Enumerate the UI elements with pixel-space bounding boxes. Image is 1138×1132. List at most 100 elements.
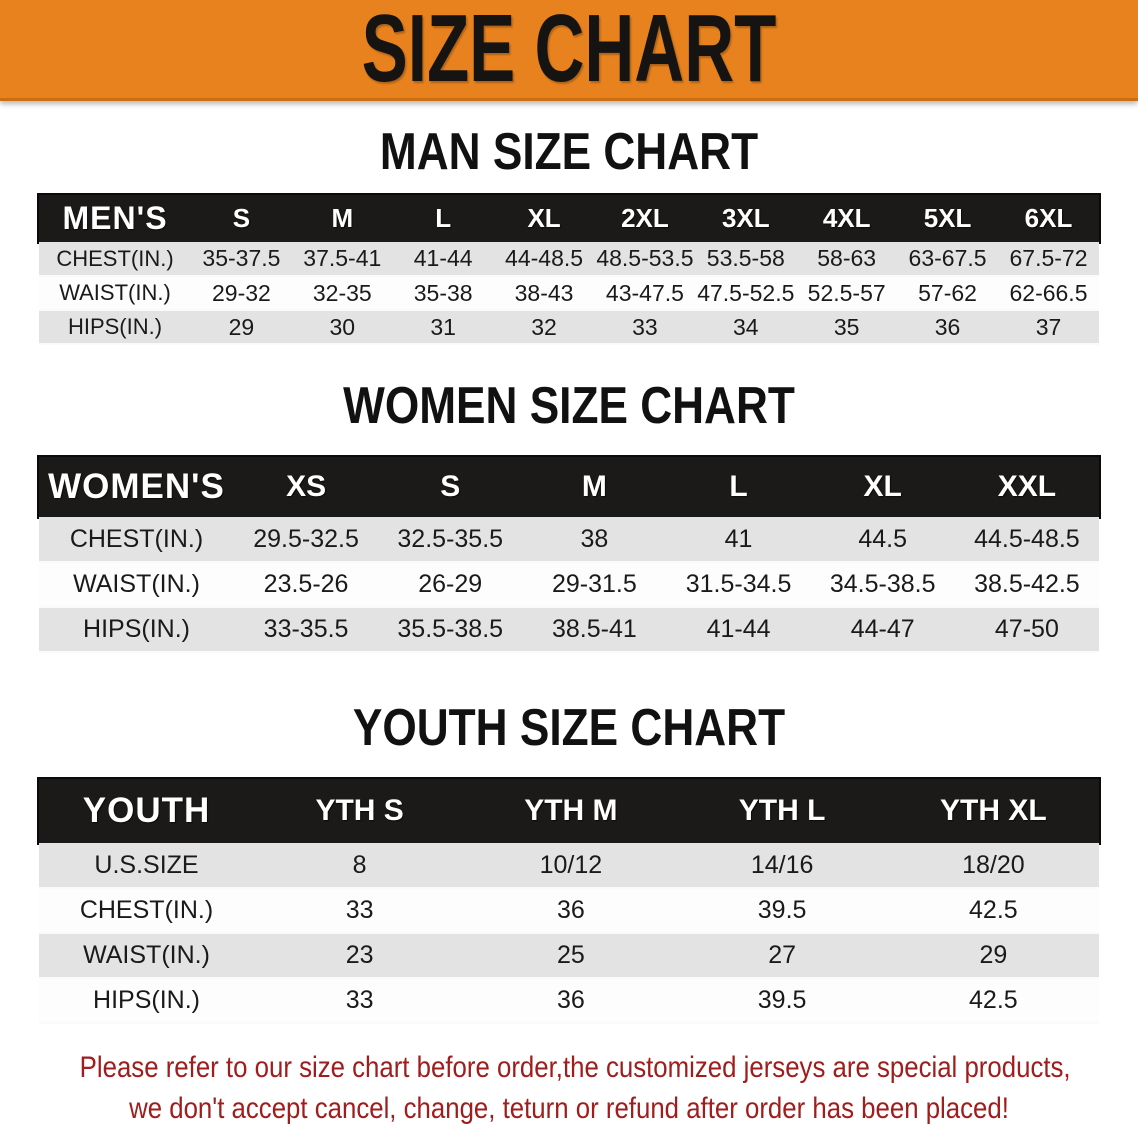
size-value: 33 [345,896,374,924]
size-column-header: 6XL [1024,203,1073,233]
size-value: 32-35 [312,279,372,306]
table-row: HIPS(IN.) 33-35.5 35.5-38.5 38.5-41 41-44 44-… [39,607,1099,652]
youth-size-table: YOUTH YTH S YTH M YTH L YTH XL U.S.SIZE 8 10/12… [39,779,1099,1024]
size-value: 8 [352,850,367,879]
mens-size-table: MEN'S S M L XL 2XL 3XL 4XL 5XL 6XL CHEST(IN.) 35-37… [39,195,1099,345]
mens-section-heading: MAN SIZE CHART [379,123,759,181]
size-value: 63-67.5 [908,245,987,271]
table-row: CHEST(IN.) 35-37.5 37.5-41 41-44 44-48.5 48.5… [39,242,1099,276]
size-value: 33 [345,986,374,1014]
size-value: 38 [580,524,609,553]
size-value: 44-48.5 [505,245,584,271]
size-column-header: XL [527,203,561,233]
section-youth: YOUTH SIZE CHART YOUTH YTH S YTH M YTH L YTH … [0,699,1138,1024]
mens-header-row: MEN'S S M L XL 2XL 3XL 4XL 5XL 6XL [39,195,1099,242]
size-value: 31 [430,313,456,340]
size-column-header: 2XL [621,203,669,233]
table-row: WAIST(IN.) 23 25 27 29 [39,933,1099,978]
size-value: 62-66.5 [1009,279,1088,306]
size-value: 47-50 [994,615,1059,643]
size-value: 33 [632,313,658,340]
size-chart-sections: MAN SIZE CHART MEN'S S M L XL 2XL 3XL 4XL 5XL 6XL C… [0,123,1138,1024]
size-value: 44-47 [850,615,915,643]
table-row: WAIST(IN.) 23.5-26 26-29 29-31.5 31.5-34.5 34… [39,562,1099,607]
youth-section-heading: YOUTH SIZE CHART [352,699,786,757]
size-value: 38.5-42.5 [974,570,1080,598]
size-value: 29 [228,313,255,340]
table-row: CHEST(IN.) 33 36 39.5 42.5 [39,888,1099,933]
size-value: 41-44 [706,615,771,643]
size-column-header: YTH S [315,794,404,827]
size-value: 23 [345,941,374,969]
size-value: 67.5-72 [1009,245,1088,271]
size-value: 35 [833,313,860,340]
size-value: 36 [556,986,585,1014]
size-value: 35.5-38.5 [397,615,504,643]
size-value: 42.5 [969,986,1018,1014]
size-value: 29-31.5 [551,570,637,598]
row-label: WAIST(IN.) [73,570,200,598]
size-value: 29 [979,941,1008,969]
size-value: 30 [329,313,356,340]
size-value: 37.5-41 [303,245,382,271]
size-value: 27 [768,941,797,969]
size-value: 36 [934,313,961,340]
section-womens: WOMEN SIZE CHART WOMEN'S XS S M L XL XXL CHEST(I… [0,377,1138,653]
size-value: 10/12 [539,850,603,879]
size-value: 53.5-58 [706,245,785,271]
size-column-header: XL [863,470,902,503]
banner-title: SIZE CHART [361,0,777,102]
row-label: HIPS(IN.) [67,314,163,339]
size-value: 58-63 [817,245,877,271]
size-column-header: YTH M [524,794,618,827]
size-column-header: L [729,470,748,503]
section-mens: MAN SIZE CHART MEN'S S M L XL 2XL 3XL 4XL 5XL 6XL C… [0,123,1138,345]
size-value: 38-43 [514,279,574,306]
size-value: 31.5-34.5 [685,570,792,598]
size-value: 26-29 [418,570,483,598]
size-value: 32 [531,313,557,340]
disclaimer-line-1: Please refer to our size chart before or… [79,1051,1071,1084]
size-value: 29-32 [212,279,271,306]
size-value: 41-44 [413,245,473,271]
size-value: 43-47.5 [605,279,684,306]
size-column-header: L [435,203,452,233]
size-value: 48.5-53.5 [596,245,694,271]
row-label: CHEST(IN.) [56,245,174,271]
size-value: 37 [1035,313,1062,340]
row-label: CHEST(IN.) [69,524,204,553]
youth-table-label: YOUTH [82,791,211,830]
size-value: 18/20 [962,850,1025,879]
size-value: 44.5-48.5 [974,524,1080,553]
size-column-header: S [440,470,461,503]
size-value: 29.5-32.5 [253,524,359,553]
size-value: 44.5 [858,524,908,553]
disclaimer: Please refer to our size chart before or… [79,1048,1071,1129]
disclaimer-line-2: we don't accept cancel, change, teturn o… [129,1091,1009,1125]
mens-table-label: MEN'S [62,200,168,236]
size-value: 35-37.5 [202,245,281,271]
size-column-header: 5XL [923,203,972,233]
youth-header-row: YOUTH YTH S YTH M YTH L YTH XL [39,779,1099,843]
size-column-header: YTH XL [940,794,1047,827]
size-column-header: XXL [997,470,1057,503]
size-value: 32.5-35.5 [397,524,504,553]
size-value: 39.5 [757,986,807,1014]
size-column-header: S [232,203,251,233]
size-value: 36 [556,896,585,924]
size-column-header: YTH L [738,794,826,827]
womens-section-heading: WOMEN SIZE CHART [343,377,795,435]
size-value: 33-35.5 [263,615,349,643]
size-value: 52.5-57 [807,279,886,306]
table-row: HIPS(IN.) 29 30 31 32 33 34 35 36 37 [39,310,1099,344]
row-label: HIPS(IN.) [93,986,200,1014]
size-column-header: M [331,203,354,233]
womens-header-row: WOMEN'S XS S M L XL XXL [39,457,1099,517]
size-value: 23.5-26 [263,570,349,598]
row-label: CHEST(IN.) [79,896,214,924]
womens-table-label: WOMEN'S [48,467,225,506]
size-value: 35-38 [413,279,473,306]
size-value: 57-62 [918,279,977,306]
size-value: 25 [556,941,585,969]
size-chart-banner: SIZE CHART [0,0,1138,101]
